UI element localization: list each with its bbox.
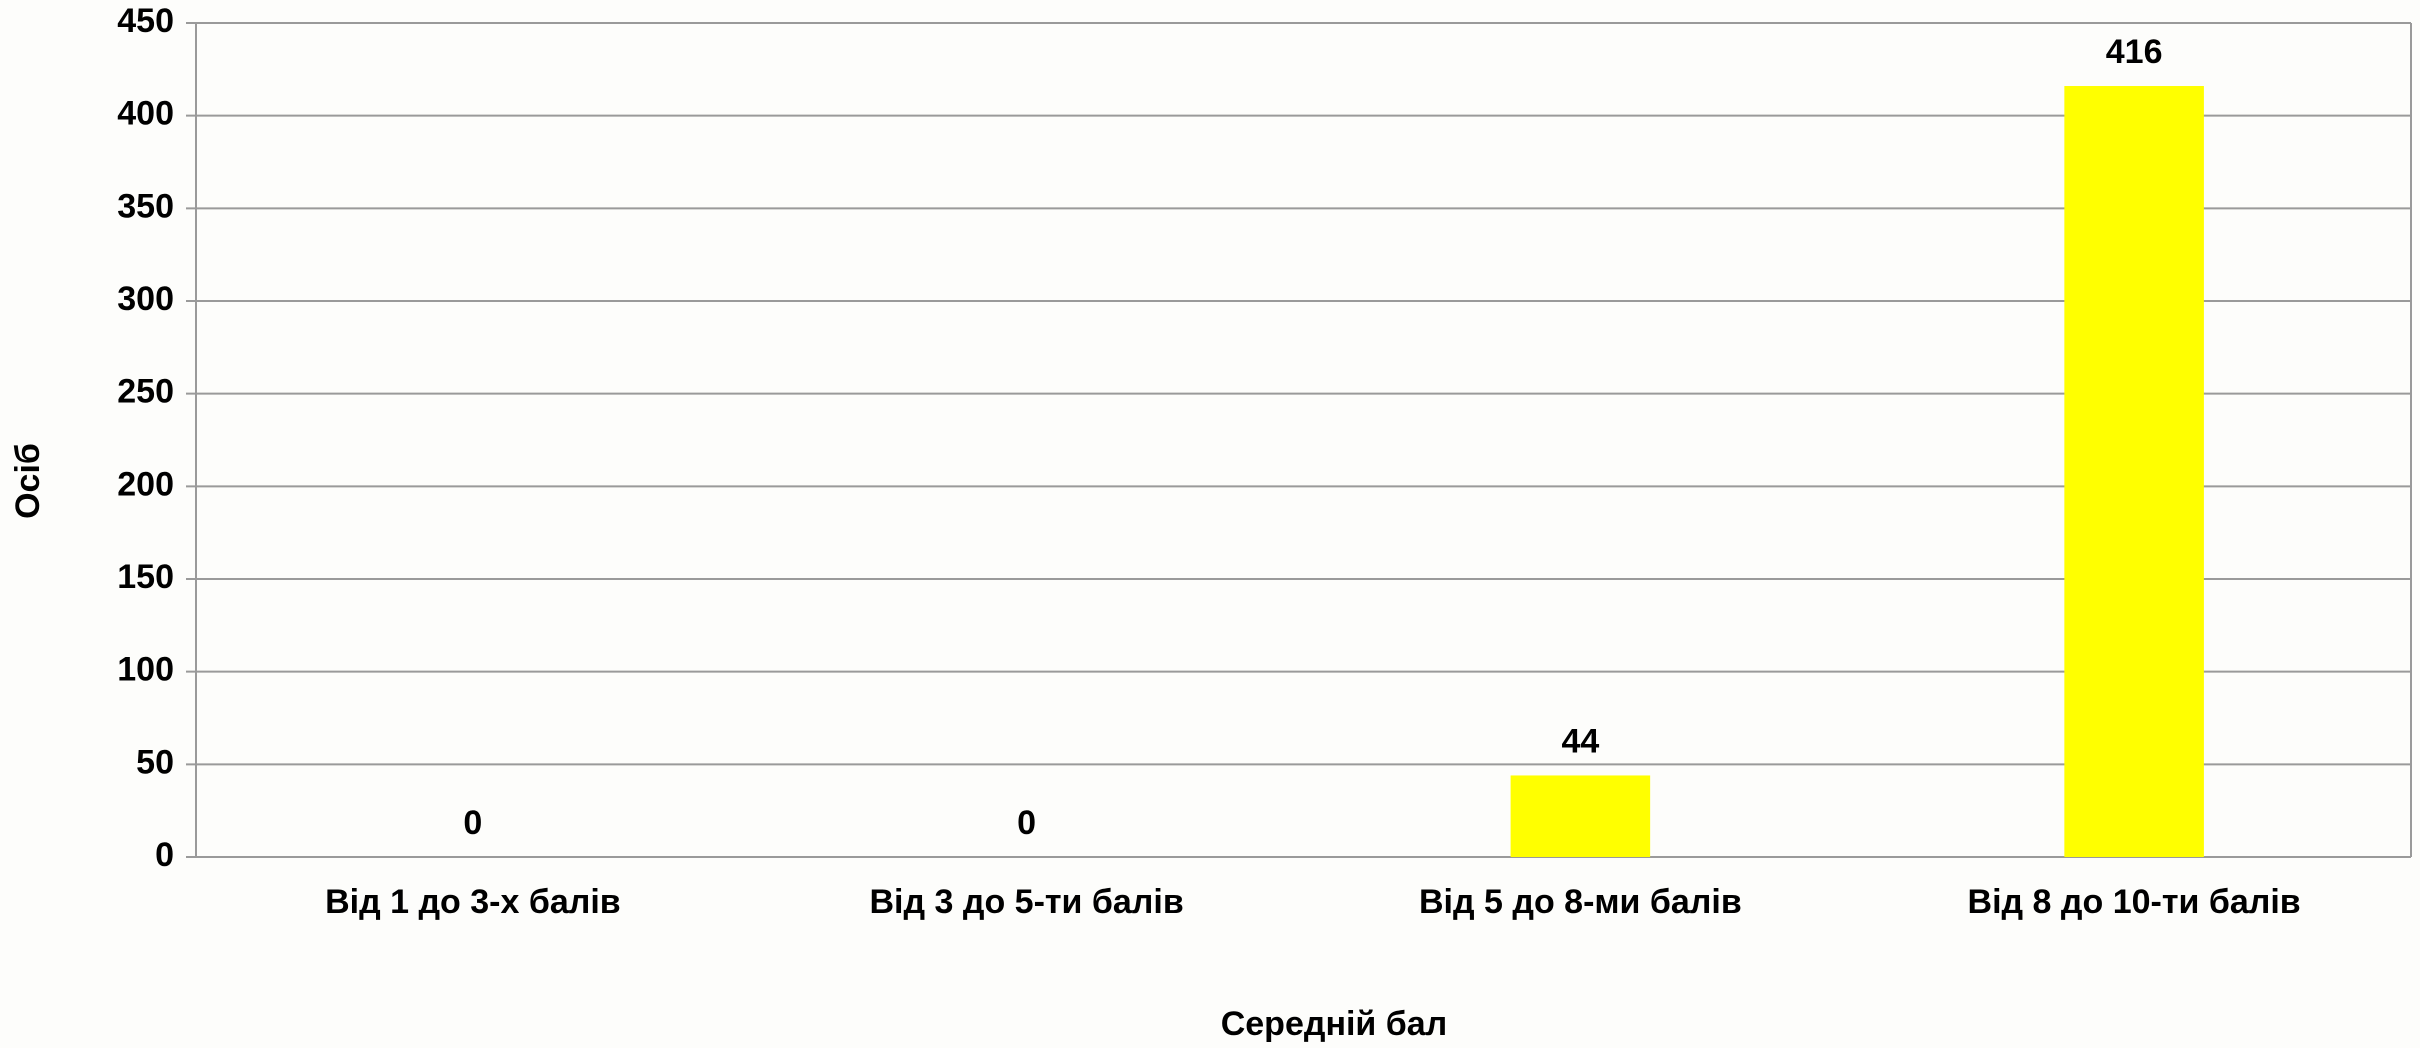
y-tick-label: 0 (155, 836, 174, 874)
y-tick-label: 400 (117, 95, 174, 133)
bar (1510, 775, 1651, 857)
x-tick-label: Від 8 до 10-ти балів (1968, 883, 2301, 921)
y-tick-label: 200 (117, 465, 174, 503)
data-label: 0 (1017, 804, 1036, 842)
bar (2064, 86, 2204, 858)
y-tick-label: 450 (117, 2, 174, 40)
x-tick-label: Від 1 до 3-х балів (325, 883, 621, 921)
data-label: 416 (2106, 33, 2163, 71)
y-tick-label: 250 (117, 373, 174, 411)
y-tick-label: 50 (136, 743, 174, 781)
y-tick-label: 100 (117, 651, 174, 689)
y-tick-label: 350 (117, 187, 174, 225)
y-tick-label: 150 (117, 558, 174, 596)
data-label: 0 (463, 804, 482, 842)
y-axis-title: Осіб (9, 443, 47, 519)
data-label: 44 (1561, 722, 1599, 760)
x-tick-label: Від 3 до 5-ти балів (869, 883, 1183, 921)
x-tick-label: Від 5 до 8-ми балів (1419, 883, 1742, 921)
x-axis-title: Середній бал (1221, 1005, 1448, 1043)
y-tick-label: 300 (117, 280, 174, 318)
